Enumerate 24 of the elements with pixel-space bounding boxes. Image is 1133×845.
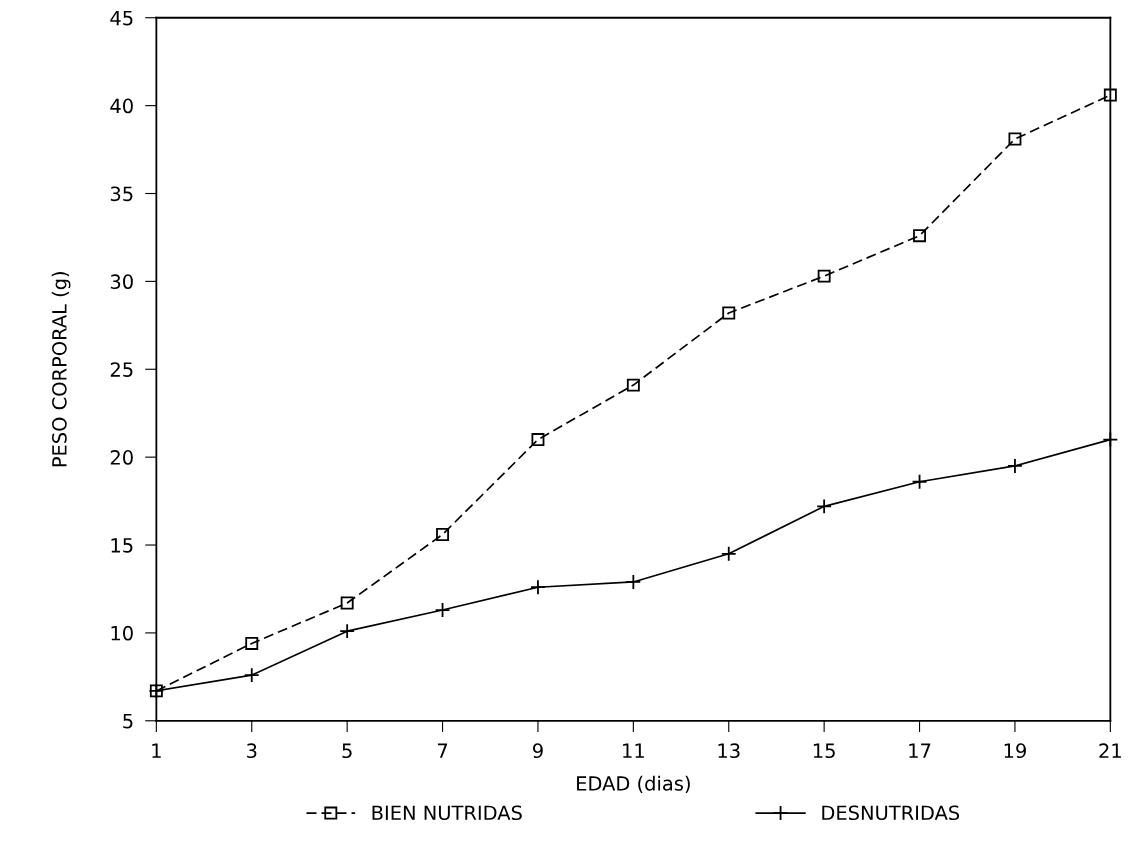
y-tick-label: 10 [111, 625, 133, 641]
legend-label: BIEN NUTRIDAS [372, 805, 522, 821]
x-tick-label: 5 [342, 743, 352, 759]
x-tick-label: 1 [152, 743, 161, 758]
y-tick-label: 15 [111, 538, 133, 553]
y-tick-label: 40 [110, 98, 133, 114]
x-tick-label: 15 [813, 743, 835, 759]
y-tick-label: 5 [123, 714, 133, 729]
y-axis-title: PESO CORPORAL (g) [51, 272, 71, 467]
x-tick-label: 17 [909, 743, 931, 758]
x-tick-label: 11 [623, 743, 644, 758]
y-tick-label: 20 [110, 450, 133, 465]
x-tick-label: 13 [718, 743, 740, 759]
x-tick-label: 3 [247, 743, 257, 759]
x-tick-label: 19 [1004, 743, 1026, 759]
y-tick-label: 30 [110, 274, 133, 290]
x-tick-label: 21 [1099, 743, 1121, 758]
x-tick-label: 9 [532, 743, 543, 759]
y-tick-label: 35 [110, 186, 133, 202]
x-axis-title: EDAD (dias) [577, 775, 690, 794]
y-tick-label: 25 [110, 362, 133, 377]
x-tick-label: 7 [437, 743, 448, 758]
legend-label: DESNUTRIDAS [822, 805, 960, 821]
y-tick-label: 45 [110, 10, 133, 26]
